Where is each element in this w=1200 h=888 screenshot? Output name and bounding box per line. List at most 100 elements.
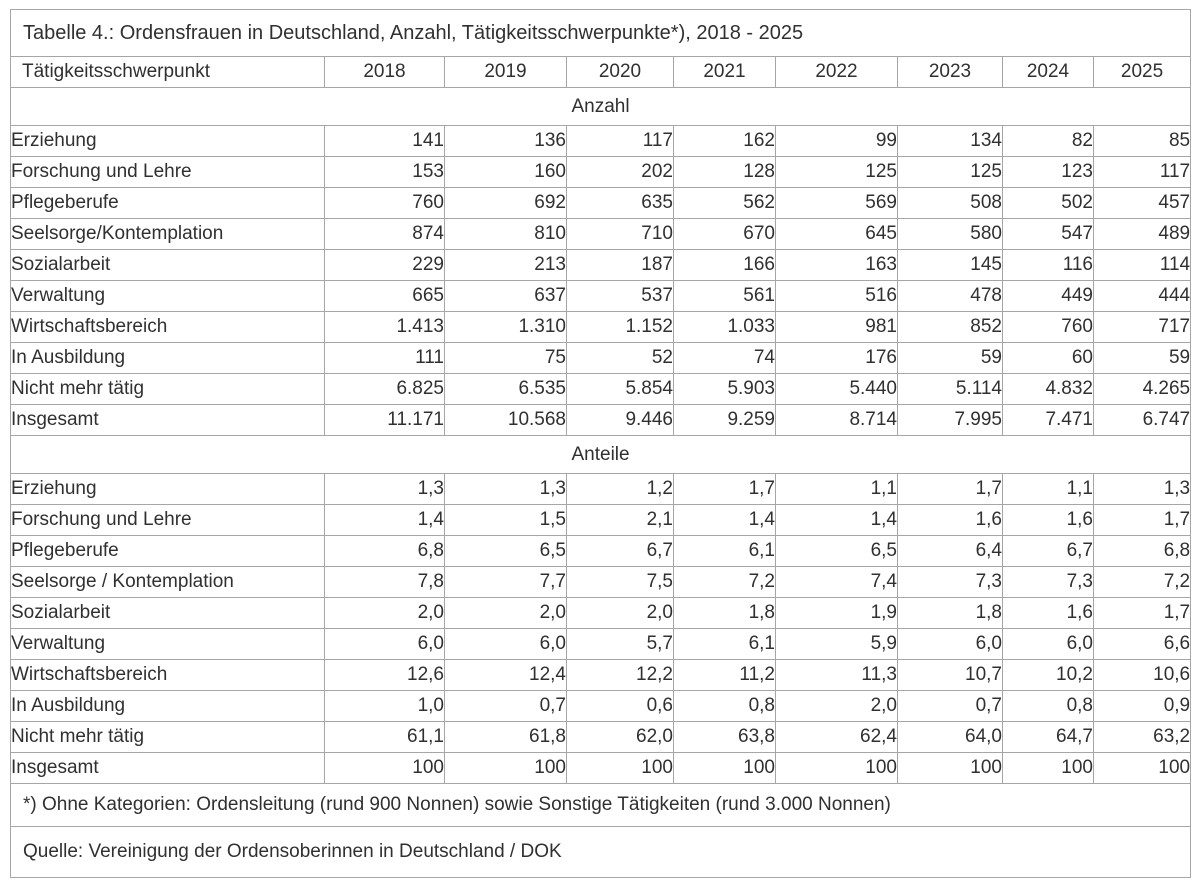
table-row: Verwaltung 665 637 537 561 516 478 449 444 [10, 280, 1192, 312]
table-row: Sozialarbeit 229 213 187 166 163 145 116 114 [10, 249, 1192, 281]
value-cell: 1,3 [1092, 473, 1192, 505]
source-row: Quelle: Vereinigung der Ordensoberinnen … [9, 826, 1192, 878]
value-cell: 213 [444, 249, 567, 281]
value-cell: 7,2 [673, 566, 776, 598]
value-cell: 63,8 [673, 721, 776, 753]
value-cell: 670 [673, 218, 776, 250]
column-header-year: 2020 [566, 56, 674, 88]
value-cell: 62,0 [566, 721, 674, 753]
section-header-row: Anteile [9, 435, 1192, 474]
value-cell: 760 [324, 187, 445, 219]
value-cell: 1.033 [673, 311, 776, 343]
value-cell: 981 [775, 311, 898, 343]
value-cell: 2,0 [566, 597, 674, 629]
table-row: Pflegeberufe 6,8 6,5 6,7 6,1 6,5 6,4 6,7 6,8 [10, 535, 1192, 567]
column-header-label: Tätigkeitsschwerpunkt [10, 56, 325, 88]
value-cell: 547 [1002, 218, 1094, 250]
row-label: Insgesamt [10, 404, 325, 436]
value-cell: 1,6 [1002, 597, 1094, 629]
value-cell: 100 [1002, 752, 1094, 784]
value-cell: 1,0 [324, 690, 445, 722]
value-cell: 665 [324, 280, 445, 312]
value-cell: 123 [1002, 156, 1094, 188]
value-cell: 12,4 [444, 659, 567, 691]
value-cell: 59 [1092, 342, 1192, 374]
value-cell: 117 [566, 125, 674, 157]
value-cell: 11,3 [775, 659, 898, 691]
value-cell: 478 [897, 280, 1003, 312]
value-cell: 6.747 [1092, 404, 1192, 436]
value-cell: 6,0 [324, 628, 445, 660]
value-cell: 6,4 [897, 535, 1003, 567]
row-label: Forschung und Lehre [10, 156, 325, 188]
value-cell: 202 [566, 156, 674, 188]
value-cell: 874 [324, 218, 445, 250]
value-cell: 136 [444, 125, 567, 157]
value-cell: 7,3 [1002, 566, 1094, 598]
value-cell: 6,8 [324, 535, 445, 567]
value-cell: 5.854 [566, 373, 674, 405]
value-cell: 692 [444, 187, 567, 219]
value-cell: 5,7 [566, 628, 674, 660]
value-cell: 0,8 [673, 690, 776, 722]
value-cell: 176 [775, 342, 898, 374]
value-cell: 1,9 [775, 597, 898, 629]
value-cell: 760 [1002, 311, 1094, 343]
column-header-year: 2021 [673, 56, 776, 88]
value-cell: 562 [673, 187, 776, 219]
value-cell: 100 [673, 752, 776, 784]
row-label: In Ausbildung [10, 342, 325, 374]
value-cell: 516 [775, 280, 898, 312]
row-label: Insgesamt [10, 752, 325, 784]
value-cell: 2,0 [444, 597, 567, 629]
value-cell: 8.714 [775, 404, 898, 436]
row-label: Nicht mehr tätig [10, 373, 325, 405]
source: Quelle: Vereinigung der Ordensoberinnen … [9, 826, 1192, 878]
value-cell: 0,8 [1002, 690, 1094, 722]
column-header-year: 2019 [444, 56, 567, 88]
column-header-year: 2023 [897, 56, 1003, 88]
value-cell: 111 [324, 342, 445, 374]
value-cell: 1.413 [324, 311, 445, 343]
table-row: Seelsorge/Kontemplation 874 810 710 670 645 58… [10, 218, 1192, 250]
value-cell: 64,0 [897, 721, 1003, 753]
value-cell: 1,7 [1092, 597, 1192, 629]
value-cell: 74 [673, 342, 776, 374]
value-cell: 569 [775, 187, 898, 219]
value-cell: 449 [1002, 280, 1094, 312]
value-cell: 6,0 [444, 628, 567, 660]
value-cell: 7,3 [897, 566, 1003, 598]
value-cell: 2,0 [775, 690, 898, 722]
value-cell: 160 [444, 156, 567, 188]
value-cell: 1,8 [897, 597, 1003, 629]
value-cell: 59 [897, 342, 1003, 374]
value-cell: 6,1 [673, 628, 776, 660]
value-cell: 444 [1092, 280, 1192, 312]
table-row: Nicht mehr tätig 61,1 61,8 62,0 63,8 62,4 64,0… [10, 721, 1192, 753]
table-row: Insgesamt 100 100 100 100 100 100 100 100 [10, 752, 1192, 784]
value-cell: 5.114 [897, 373, 1003, 405]
value-cell: 5.903 [673, 373, 776, 405]
value-cell: 75 [444, 342, 567, 374]
row-label: Wirtschaftsbereich [10, 659, 325, 691]
value-cell: 6,7 [1002, 535, 1094, 567]
value-cell: 62,4 [775, 721, 898, 753]
value-cell: 1,2 [566, 473, 674, 505]
value-cell: 125 [775, 156, 898, 188]
value-cell: 1.310 [444, 311, 567, 343]
value-cell: 4.265 [1092, 373, 1192, 405]
value-cell: 6,7 [566, 535, 674, 567]
value-cell: 5,9 [775, 628, 898, 660]
table-row: Seelsorge / Kontemplation 7,8 7,7 7,5 7,2 7,4… [10, 566, 1192, 598]
value-cell: 2,1 [566, 504, 674, 536]
value-cell: 0,6 [566, 690, 674, 722]
value-cell: 52 [566, 342, 674, 374]
section-title: Anteile [9, 435, 1192, 474]
value-cell: 141 [324, 125, 445, 157]
value-cell: 6.535 [444, 373, 567, 405]
value-cell: 1,3 [324, 473, 445, 505]
value-cell: 502 [1002, 187, 1094, 219]
value-cell: 100 [1092, 752, 1192, 784]
footnote: *) Ohne Kategorien: Ordensleitung (rund … [9, 783, 1192, 827]
